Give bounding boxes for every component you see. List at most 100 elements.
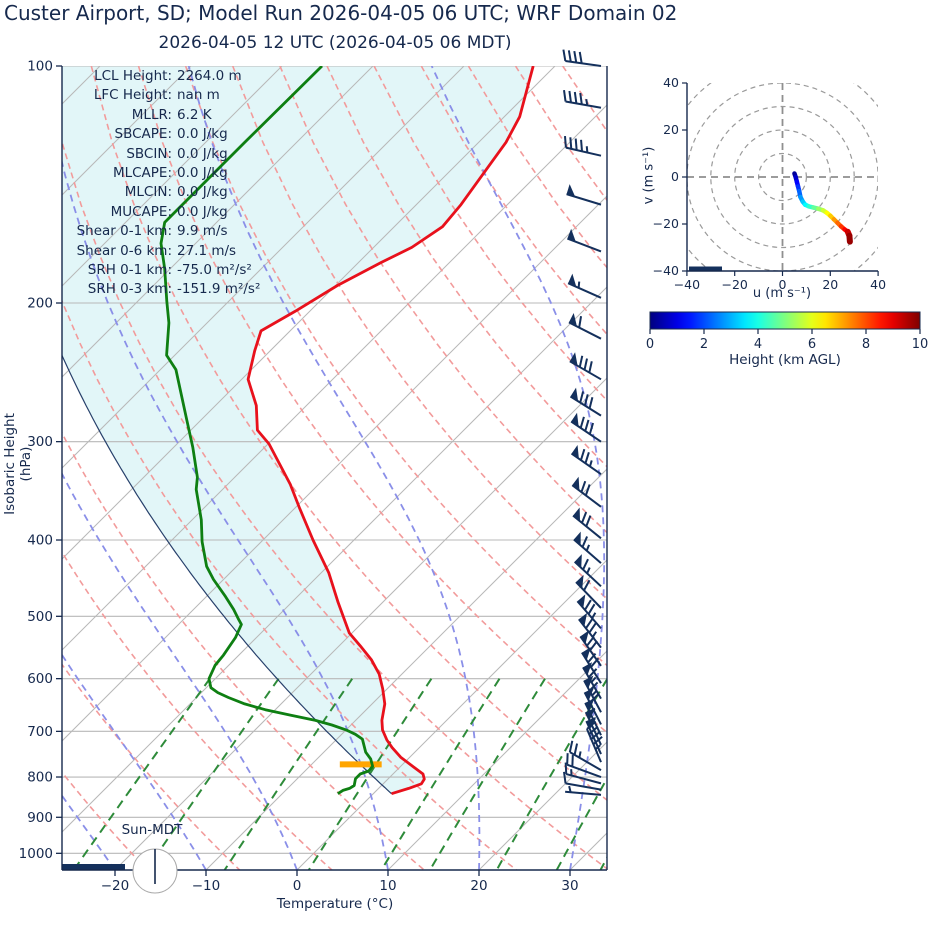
hodograph-u-tick-label: −20 [722, 277, 748, 292]
wind-barb-icon [563, 136, 602, 157]
stat-label: SRH 0-3 km: [87, 281, 172, 298]
moist-adiabat-line [187, 66, 481, 870]
wind-barb-icon [573, 554, 602, 588]
temperature-tick-label: −10 [192, 878, 221, 894]
stat-label: MUCAPE: [110, 203, 172, 220]
stat-value: 2264.0 m [177, 68, 242, 84]
pressure-tick-label: 600 [27, 671, 53, 687]
isotherm-line [62, 286, 607, 833]
stat-label: Shear 0-6 km: [76, 242, 172, 259]
stat-label: MLCAPE: [112, 165, 172, 182]
stat-row: LCL Height: 2264.0 m [60, 67, 260, 86]
pressure-tick-label: 700 [27, 724, 53, 740]
moist-adiabat-line [62, 158, 389, 870]
stat-label: MLCIN: [124, 184, 172, 201]
wind-barb-icon [578, 612, 602, 649]
dry-adiabat-line [90, 66, 607, 802]
wind-barb-icon [570, 444, 602, 476]
wind-barb-icon [565, 785, 602, 796]
hodograph-ring [710, 105, 855, 249]
dry-adiabat-line [514, 66, 607, 202]
stat-label: Shear 0-1 km: [76, 223, 172, 240]
mixing-ratio-line [599, 855, 607, 870]
hodograph-ring [734, 129, 831, 225]
isotherm-line [62, 66, 374, 378]
hodograph-v-tick-label: 0 [671, 169, 679, 184]
hodograph-plot-area [687, 83, 878, 271]
wind-barb-icon [563, 89, 602, 109]
wind-barb-icon [579, 630, 602, 667]
wind-barb-icon [562, 49, 602, 67]
stat-row: SRH 0-1 km: -75.0 m²/s² [60, 261, 260, 280]
pressure-tick-label: 500 [27, 609, 53, 625]
dry-adiabat-line [373, 66, 607, 402]
wind-barb-icon [572, 507, 602, 540]
stat-row: SBCIN: 0.0 J/kg [60, 145, 260, 164]
wind-barb-icon [569, 352, 602, 381]
wind-barb-icon [582, 662, 602, 700]
stat-label: SBCIN: [126, 145, 172, 162]
wind-barb-icon [568, 312, 602, 340]
temperature-tick-label: 0 [293, 878, 302, 894]
stat-row: SRH 0-3 km: -151.9 m²/s² [60, 280, 261, 299]
stat-value: nan m [177, 87, 220, 104]
hodograph-axes: −40−40 −20 −20 0 0 20 20 40 40 [653, 75, 886, 292]
colorbar-label: Height (km AGL) [729, 352, 841, 368]
dry-adiabat-line [751, 66, 928, 870]
wind-barb-icon [571, 476, 602, 508]
stat-row: MLLR: 6.2 K [60, 106, 260, 125]
isotherm-line [661, 66, 928, 870]
colorbar-tick-label: 2 [700, 337, 708, 352]
wind-barb-icon [570, 412, 602, 443]
dry-adiabat-line [62, 771, 148, 870]
dry-adiabat-line [610, 66, 928, 870]
hodograph-y-label: v (m s⁻¹) [641, 146, 657, 205]
isotherm-line [62, 66, 556, 560]
sun-position-indicator [132, 848, 178, 894]
temperature-tick-label: 10 [379, 878, 396, 894]
stat-value: 6.2 K [177, 106, 212, 123]
colorbar-tick-label: 0 [646, 337, 654, 352]
pressure-tick-label: 400 [27, 533, 53, 549]
stat-label: LCL Height: [94, 68, 172, 84]
stat-value: 27.1 m/s [177, 242, 237, 259]
stat-label: SRH 0-1 km: [87, 262, 172, 279]
colorbar-tick-label: 6 [808, 337, 816, 352]
isotherm-line [62, 195, 607, 742]
stat-row: MUCAPE: 0.0 J/kg [60, 203, 260, 222]
valid-time-subtitle: 2026-04-05 12 UTC (2026-04-05 06 MDT) [158, 33, 512, 53]
stat-value: 0.0 J/kg [177, 145, 228, 162]
wind-barb-icon [567, 228, 602, 253]
hodograph-u-tick-label: −40 [674, 277, 700, 292]
mixing-ratio-line [72, 678, 211, 870]
mixing-ratio-line [380, 678, 501, 870]
x-axis-label: Temperature (°C) [276, 896, 394, 912]
y-axis-label: Isobaric Height (hPa) [2, 413, 34, 515]
mixing-ratio-line [145, 678, 280, 870]
isotherm-line [62, 104, 607, 651]
dry-adiabat-line [62, 298, 517, 870]
stat-row: Shear 0-6 km: 27.1 m/s [60, 242, 260, 261]
skewt-axes: 100 200 300 400 500 600 700 800 900 1000 −20 −10 0 10… [19, 59, 608, 894]
pressure-tick-label: 800 [27, 770, 53, 786]
surface-elevation-bar [62, 864, 125, 870]
wind-barb-icon [563, 771, 602, 791]
skewt-plot-area [62, 66, 928, 870]
hodograph-x-label: u (m s⁻¹) [752, 286, 812, 301]
dry-adiabat-line [704, 66, 928, 870]
page-title: Custer Airport, SD; Model Run 2026-04-05… [4, 1, 678, 25]
stat-value: 9.9 m/s [177, 223, 228, 240]
mixing-ratio-line [555, 776, 607, 870]
dry-adiabat-line [62, 663, 241, 870]
wind-barb-icon [566, 753, 602, 778]
sun-indicator-label: Sun-MDT [121, 822, 183, 838]
wind-barb-icon [576, 594, 602, 630]
dry-adiabat-line [657, 66, 928, 870]
pressure-tick-label: 900 [27, 810, 53, 826]
isotherm-line [296, 559, 607, 870]
wind-barb-icon [569, 387, 602, 417]
stat-row: MLCIN: 0.0 J/kg [60, 183, 260, 202]
pressure-tick-label: 200 [27, 296, 53, 312]
